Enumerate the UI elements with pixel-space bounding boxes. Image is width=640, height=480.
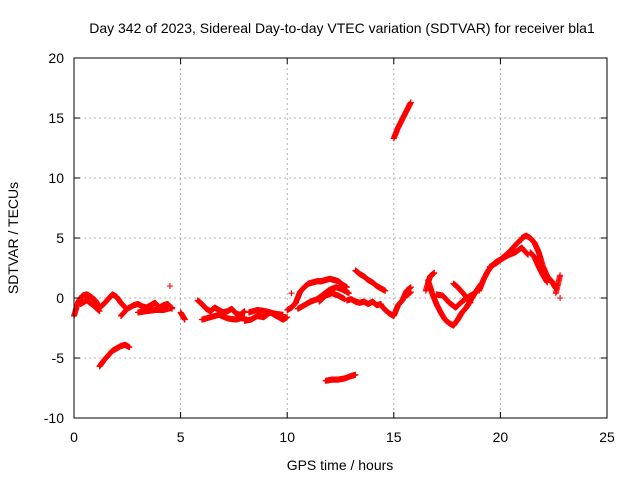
x-tick-label: 25 (599, 429, 615, 445)
data-point (288, 290, 295, 297)
y-tick-label: 20 (48, 50, 64, 66)
x-tick-label: 5 (177, 429, 185, 445)
data-point (557, 295, 564, 301)
y-tick-label: 10 (48, 170, 64, 186)
data-point (126, 344, 133, 351)
data-point (169, 304, 176, 311)
data-point (346, 290, 353, 297)
data-point (181, 316, 188, 323)
x-tick-label: 20 (493, 429, 509, 445)
data-point (544, 279, 551, 286)
x-axis-label: GPS time / hours (287, 457, 394, 473)
data-point (467, 299, 474, 306)
y-tick-label: 0 (56, 290, 64, 306)
data-point (407, 289, 414, 295)
x-tick-label: 15 (386, 429, 402, 445)
x-tick-label: 0 (70, 429, 78, 445)
data-point (96, 308, 103, 315)
chart-title: Day 342 of 2023, Sidereal Day-to-day VTE… (89, 20, 595, 36)
y-tick-label: -5 (52, 350, 65, 366)
data-point (557, 272, 564, 279)
data-point (382, 287, 389, 294)
data-point (241, 308, 248, 315)
y-axis-label: SDTVAR / TECUs (5, 182, 21, 294)
data-points (71, 99, 564, 384)
data-point (166, 283, 173, 289)
axis-ticks: 0 5 10 15 20 25 -10 -5 0 5 10 15 20 (44, 50, 615, 445)
x-tick-label: 10 (279, 429, 295, 445)
data-point (284, 314, 291, 321)
y-tick-label: 5 (56, 230, 64, 246)
data-point (431, 269, 438, 276)
data-point (352, 371, 359, 378)
data-point (279, 311, 286, 318)
y-tick-label: 15 (48, 110, 64, 126)
y-tick-label: -10 (44, 410, 64, 426)
data-point (407, 99, 414, 106)
